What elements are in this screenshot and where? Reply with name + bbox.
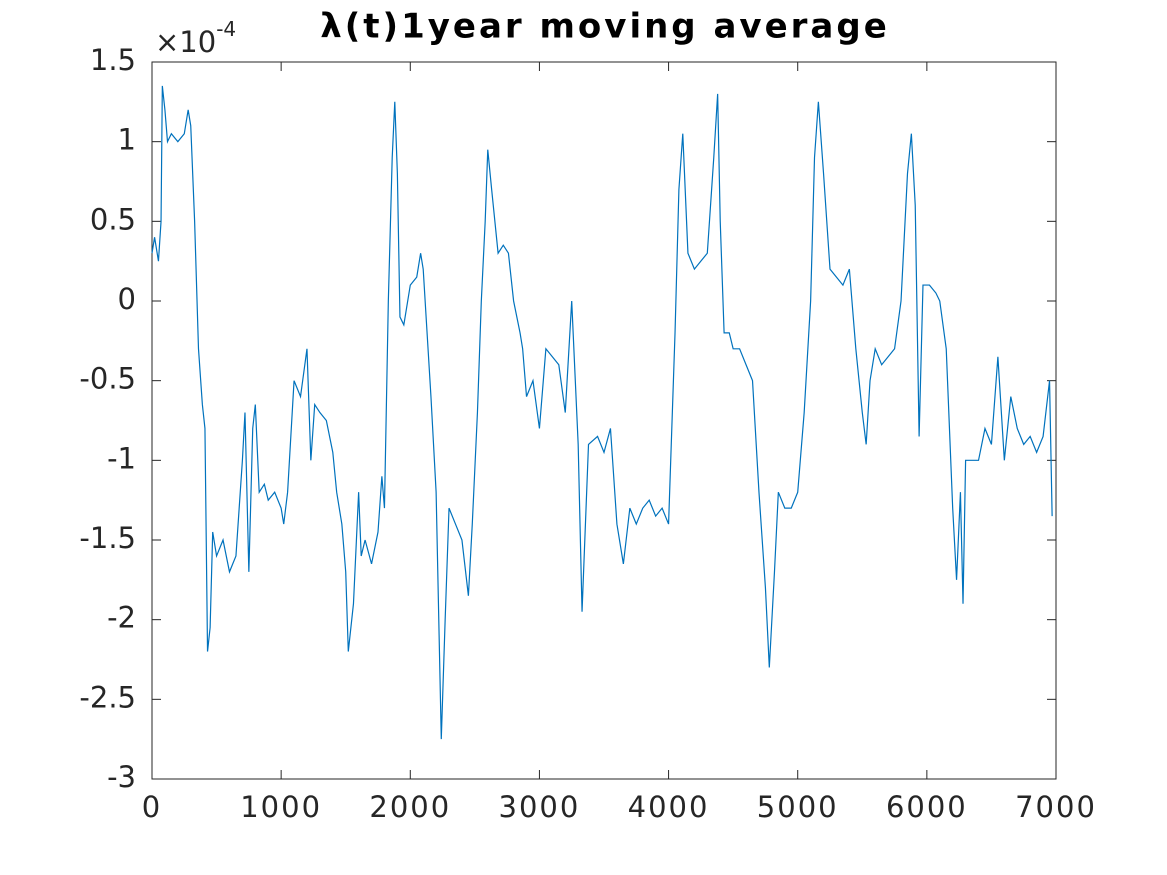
y-tick-label: -1 bbox=[107, 441, 136, 475]
y-tick-label: 1.5 bbox=[90, 43, 136, 77]
x-tick-label: 6000 bbox=[886, 790, 968, 824]
y-multiplier: ×10-4 bbox=[155, 17, 236, 60]
y-tick-label: -0.5 bbox=[79, 362, 136, 396]
y-tick-label: 0 bbox=[118, 282, 136, 316]
chart-title: λ(t)1year moving average bbox=[320, 7, 890, 47]
y-tick-label: -1.5 bbox=[79, 521, 136, 555]
y-multiplier-base: ×10 bbox=[155, 25, 216, 59]
x-tick-label: 0 bbox=[142, 790, 162, 824]
y-tick-label: -3 bbox=[107, 760, 136, 794]
y-tick-label: 0.5 bbox=[90, 202, 136, 236]
x-tick-label: 2000 bbox=[369, 790, 451, 824]
x-tick-label: 3000 bbox=[499, 790, 581, 824]
y-tick-label: -2 bbox=[107, 601, 136, 635]
x-tick-label: 5000 bbox=[757, 790, 839, 824]
x-tick-label: 4000 bbox=[628, 790, 710, 824]
x-tick-label: 7000 bbox=[1015, 790, 1097, 824]
line-series bbox=[151, 85, 1053, 740]
x-tick-label: 1000 bbox=[240, 790, 322, 824]
y-tick-label: 1 bbox=[118, 123, 136, 157]
plot-box bbox=[151, 61, 1057, 780]
y-tick-label: -2.5 bbox=[79, 680, 136, 714]
y-multiplier-exponent: -4 bbox=[216, 17, 236, 41]
